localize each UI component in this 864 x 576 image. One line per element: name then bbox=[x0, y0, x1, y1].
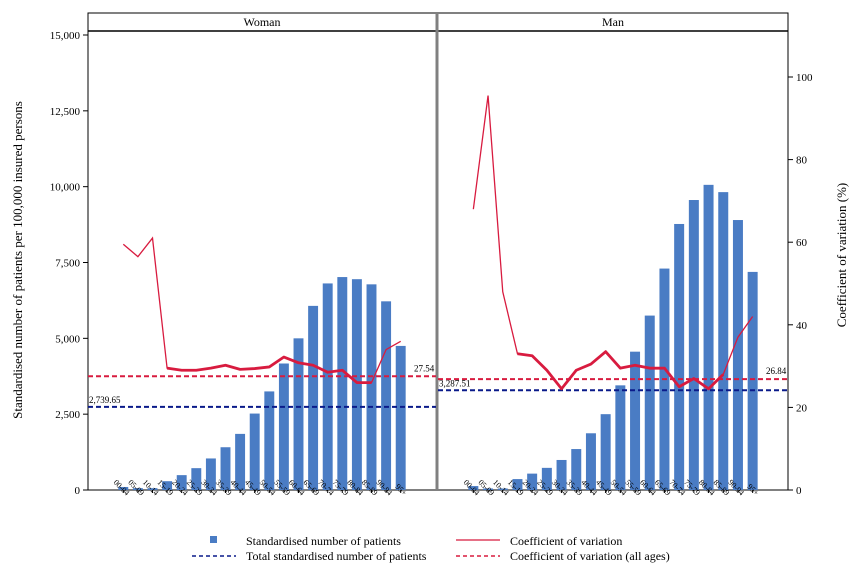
y2-tick-label: 100 bbox=[796, 72, 813, 84]
bar bbox=[395, 345, 406, 490]
y2-tick-label: 80 bbox=[796, 155, 808, 167]
x-tick-label: 50-54 bbox=[609, 478, 629, 498]
bar bbox=[703, 184, 714, 490]
x-tick-label: 00-04 bbox=[112, 478, 132, 498]
panel-man: Man 00-0405-0910-1415-1920-2425-2930-3435… bbox=[438, 15, 788, 498]
x-tick-label: 60-64 bbox=[638, 478, 658, 498]
cv-annotation: 27.54 bbox=[414, 363, 435, 373]
y2-tick-label: 20 bbox=[796, 402, 808, 414]
legend-label: Coefficient of variation bbox=[510, 534, 622, 548]
bar bbox=[483, 488, 494, 490]
bar bbox=[147, 488, 158, 490]
bar bbox=[118, 486, 129, 490]
bar bbox=[527, 473, 538, 490]
cv-line-bold bbox=[166, 355, 372, 385]
total-annotation: 2,739.65 bbox=[89, 395, 121, 405]
x-tick-label: 25-29 bbox=[535, 478, 555, 498]
bar bbox=[162, 481, 173, 490]
bar bbox=[264, 391, 275, 490]
bar bbox=[468, 486, 479, 490]
bar bbox=[747, 271, 758, 490]
y2-tick-label: 60 bbox=[796, 237, 808, 249]
bar bbox=[249, 413, 260, 490]
bar bbox=[718, 192, 729, 491]
bar bbox=[235, 433, 246, 490]
bar bbox=[688, 200, 699, 490]
x-tick-label: 00-04 bbox=[462, 478, 482, 498]
bar bbox=[732, 220, 743, 491]
bar bbox=[351, 279, 362, 490]
y2-axis-title: Coefficient of variation (%) bbox=[834, 183, 849, 328]
x-tick-label: 10-14 bbox=[491, 478, 511, 498]
x-tick-label: 20-24 bbox=[521, 478, 541, 498]
x-tick-label: 35-39 bbox=[565, 478, 585, 498]
y-tick-label: 15,000 bbox=[50, 30, 81, 42]
bar bbox=[630, 351, 641, 490]
bar bbox=[293, 338, 304, 490]
x-tick-label: 30-34 bbox=[550, 478, 570, 498]
bar bbox=[512, 479, 523, 490]
x-tick-label: 85-89 bbox=[712, 478, 732, 498]
y-tick-label: 0 bbox=[75, 485, 81, 497]
bar bbox=[381, 301, 392, 490]
bar bbox=[337, 277, 348, 490]
bar bbox=[308, 305, 319, 490]
bar bbox=[278, 363, 289, 490]
bar bbox=[571, 449, 582, 490]
y-tick-label: 10,000 bbox=[50, 182, 81, 194]
bar bbox=[322, 283, 333, 490]
cv-annotation: 26.84 bbox=[766, 366, 787, 376]
y2-tick-label: 0 bbox=[796, 485, 802, 497]
panel-title: Woman bbox=[243, 15, 280, 29]
x-tick-label: 90-94 bbox=[726, 478, 746, 498]
bar bbox=[132, 488, 143, 490]
x-tick-label: 40-44 bbox=[579, 478, 599, 498]
y-tick-label: 5,000 bbox=[55, 333, 80, 345]
bar bbox=[615, 385, 626, 490]
x-tick-label: 55-59 bbox=[623, 478, 643, 498]
bar bbox=[176, 475, 187, 490]
panel-title: Man bbox=[602, 15, 624, 29]
bar bbox=[644, 315, 655, 490]
bar bbox=[556, 459, 567, 490]
x-tick-label: 45-49 bbox=[594, 478, 614, 498]
y-tick-label: 7,500 bbox=[55, 258, 80, 270]
total-annotation: 3,287.51 bbox=[439, 378, 471, 388]
bar bbox=[674, 223, 685, 490]
bar bbox=[585, 433, 596, 490]
bar bbox=[541, 467, 552, 490]
y2-tick-label: 40 bbox=[796, 320, 808, 332]
cv-line-bold bbox=[517, 350, 725, 391]
legend: Standardised number of patients Coefficie… bbox=[192, 534, 670, 563]
legend-marker-bar bbox=[210, 536, 217, 543]
x-tick-label: 15-19 bbox=[506, 478, 526, 498]
x-tick-label: 05-09 bbox=[476, 478, 496, 498]
bar bbox=[220, 447, 231, 490]
bar bbox=[366, 284, 377, 490]
legend-label: Coefficient of variation (all ages) bbox=[510, 549, 670, 563]
y-tick-label: 12,500 bbox=[50, 106, 81, 118]
y-tick-label: 2,500 bbox=[55, 409, 80, 421]
panel-woman: Woman00-0405-0910-1415-1920-2425-2930-34… bbox=[88, 15, 436, 498]
bar bbox=[205, 458, 216, 490]
x-tick-label: 70-74 bbox=[668, 478, 688, 498]
x-tick-label: 80-84 bbox=[697, 478, 717, 498]
bar bbox=[497, 488, 508, 490]
x-tick-label: 65-69 bbox=[653, 478, 673, 498]
legend-label: Total standardised number of patients bbox=[246, 549, 427, 563]
bar bbox=[600, 414, 611, 490]
y-axis-title: Standardised number of patients per 100,… bbox=[10, 101, 25, 419]
legend-label: Standardised number of patients bbox=[246, 534, 401, 548]
x-tick-label: 75-79 bbox=[682, 478, 702, 498]
bar bbox=[191, 468, 202, 490]
